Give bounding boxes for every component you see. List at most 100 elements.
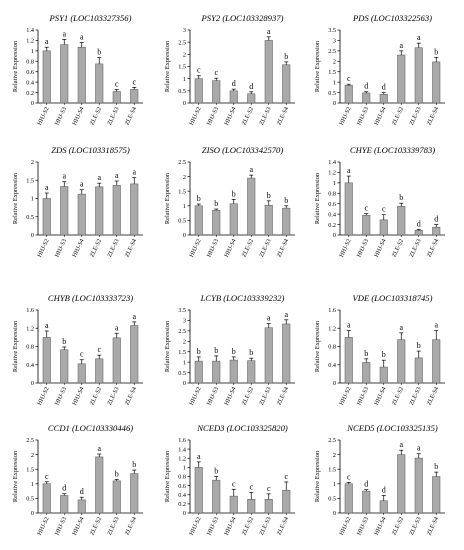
- x-tick-label: HHJ-S4: [374, 386, 388, 406]
- bar: [432, 226, 441, 236]
- x-tick-label: HHJ-S3: [356, 386, 370, 406]
- bar: [282, 64, 291, 104]
- chart-panel-8: LCYB (LOC103339232) Relative Expression 0 0…: [164, 293, 295, 406]
- bar: [95, 186, 104, 236]
- bar: [95, 63, 104, 104]
- bar: [112, 480, 121, 514]
- x-tick-label: ZLE-S3: [259, 386, 273, 406]
- y-tick-label: 1.5: [328, 466, 336, 473]
- significance-letter: c: [347, 74, 351, 83]
- bar: [60, 186, 69, 236]
- significance-letter: c: [45, 472, 49, 481]
- y-tick-label: 0.2: [178, 501, 186, 508]
- y-tick-label: 1.2: [26, 325, 34, 332]
- chart-title: CHYB (LOC103333723): [48, 293, 133, 303]
- y-tick-label: 3: [333, 38, 336, 45]
- chart-title: CHYE (LOC103339783): [350, 145, 435, 155]
- y-tick-label: 1.5: [178, 64, 186, 71]
- significance-letter: b: [399, 193, 403, 202]
- significance-letter: a: [197, 452, 201, 461]
- bar: [212, 479, 221, 514]
- x-tick-label: ZLE-S2: [241, 386, 255, 406]
- bar: [247, 499, 256, 514]
- y-tick-label: 0.4: [26, 362, 34, 369]
- bar: [397, 454, 406, 514]
- significance-letter: a: [97, 444, 101, 453]
- chart-panel-10: CCD1 (LOC103330446) Relative Expression 0 0…: [12, 423, 143, 536]
- y-axis-label: Relative Expression: [314, 320, 321, 372]
- y-axis-label: Relative Expression: [164, 172, 171, 224]
- x-tick-label: HHJ-S2: [339, 516, 353, 536]
- y-tick-label: 0: [333, 100, 336, 107]
- chart-panel-9: VDE (LOC103318745) Relative Expression 0 0.…: [314, 293, 445, 406]
- y-axis-label: Relative Expression: [164, 320, 171, 372]
- chart-panel-3: PDS (LOC103322563) Relative Expression 0 0.…: [314, 13, 445, 126]
- x-tick-label: ZLE-S4: [124, 386, 138, 406]
- x-tick-label: HHJ-S4: [374, 106, 388, 126]
- bar: [130, 473, 139, 514]
- significance-letter: a: [347, 321, 351, 330]
- significance-letter: c: [267, 484, 271, 493]
- significance-letter: d: [382, 485, 386, 494]
- significance-letter: c: [132, 77, 136, 86]
- bar: [194, 78, 203, 104]
- bar: [397, 339, 406, 384]
- y-tick-label: 1: [333, 481, 336, 488]
- y-tick-label: 0: [183, 232, 186, 239]
- x-tick-label: ZLE-S3: [107, 516, 121, 536]
- significance-letter: b: [232, 347, 236, 356]
- bar: [379, 93, 388, 104]
- x-tick-label: ZLE-S4: [426, 238, 440, 258]
- bar: [247, 360, 256, 384]
- y-tick-label: 0.4: [26, 79, 34, 86]
- significance-letter: a: [80, 33, 84, 42]
- significance-letter: b: [417, 341, 421, 350]
- bar: [194, 205, 203, 236]
- significance-letter: a: [417, 444, 421, 453]
- x-tick-label: ZLE-S3: [259, 516, 273, 536]
- x-tick-label: HHJ-S2: [339, 106, 353, 126]
- bar: [60, 44, 69, 104]
- y-tick-label: 1: [333, 180, 336, 187]
- x-tick-label: ZLE-S2: [391, 516, 405, 536]
- y-tick-label: 0.5: [178, 218, 186, 225]
- bar: [247, 177, 256, 236]
- y-tick-label: 2: [183, 174, 186, 181]
- x-tick-label: ZLE-S2: [241, 106, 255, 126]
- y-tick-label: 0.5: [328, 496, 336, 503]
- y-tick-label: 1.2: [328, 325, 336, 332]
- significance-letter: b: [214, 346, 218, 355]
- chart-panel-12: NCED5 (LOC103325135) Relative Expression 0…: [314, 423, 445, 536]
- x-tick-label: HHJ-S2: [37, 386, 51, 406]
- bar: [379, 500, 388, 514]
- x-tick-label: HHJ-S3: [54, 516, 68, 536]
- x-tick-label: ZLE-S2: [89, 106, 103, 126]
- x-tick-label: ZLE-S4: [276, 238, 290, 258]
- significance-letter: c: [364, 204, 368, 213]
- significance-letter: b: [197, 347, 201, 356]
- x-tick-label: ZLE-S2: [89, 238, 103, 258]
- significance-letter: d: [249, 82, 253, 91]
- x-tick-label: ZLE-S3: [259, 106, 273, 126]
- x-tick-label: ZLE-S4: [426, 386, 440, 406]
- bar: [229, 203, 238, 236]
- y-tick-label: 1.5: [178, 188, 186, 195]
- x-tick-label: HHJ-S3: [356, 238, 370, 258]
- bar: [414, 457, 423, 514]
- significance-letter: b: [214, 467, 218, 476]
- significance-letter: d: [232, 79, 236, 88]
- significance-letter: a: [434, 321, 438, 330]
- y-tick-label: 1.2: [178, 455, 186, 462]
- bar: [414, 47, 423, 104]
- x-tick-label: ZLE-S4: [276, 516, 290, 536]
- significance-letter: a: [62, 172, 66, 181]
- y-tick-label: 2.5: [178, 39, 186, 46]
- x-tick-label: HHJ-S3: [54, 386, 68, 406]
- bar: [42, 198, 51, 236]
- significance-letter: a: [115, 323, 119, 332]
- significance-letter: a: [399, 440, 403, 449]
- x-tick-label: ZLE-S3: [409, 516, 423, 536]
- significance-letter: d: [382, 83, 386, 92]
- bar: [362, 490, 371, 514]
- bar: [282, 323, 291, 384]
